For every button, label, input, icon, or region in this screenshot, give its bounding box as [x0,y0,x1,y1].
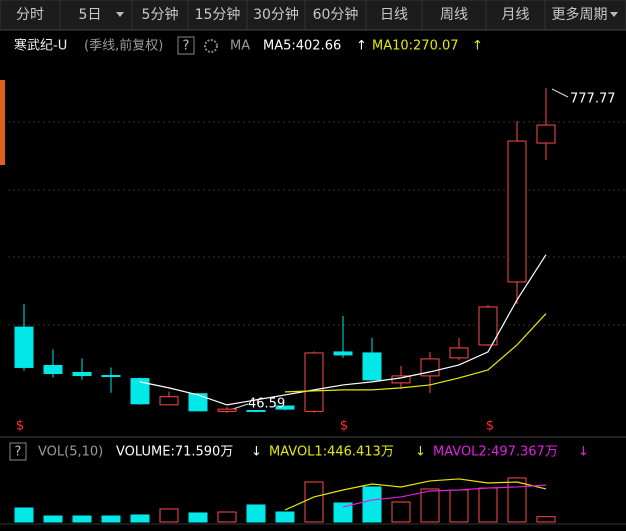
low-annotation: 46.59 [248,397,285,412]
tab[interactable] [0,0,61,31]
volume-bar [101,515,121,523]
volume-bar [246,504,266,523]
side-marker [0,80,5,165]
volume-bar [362,486,382,523]
volume-bar [333,502,353,523]
mavol1-legend: MAVOL1:446.413万 [269,445,394,460]
volume-bar [217,511,237,523]
tab-label[interactable]: 5日 [79,7,102,23]
help-box[interactable] [9,442,27,461]
volume-bar [449,489,469,523]
volume-bar [72,515,92,523]
candle-body [246,409,266,412]
arrow-up: ↑ [472,39,483,54]
ma10-legend: MA10:270.07 [372,39,459,54]
volume-bar [304,481,324,523]
tab-label[interactable]: 周线 [440,7,468,23]
grid [8,121,626,326]
stock-name: 寒武纪-U [14,38,67,54]
mode: (季线,前复权) [84,38,163,54]
high-annotation: 777.77 [570,92,616,107]
volume-bar [14,507,34,523]
tab-bar: 分时 5日 5分钟 15分钟 30分钟 60分钟 日线 周线 月线 更多周期 [0,0,626,31]
tab-label[interactable]: 60分钟 [313,6,359,23]
volume-bar [536,516,556,523]
arrow-down: ↓ [251,445,262,460]
arrow-down: ↓ [578,445,589,460]
dropdown-icon [610,12,618,17]
tab-label[interactable]: 15分钟 [195,6,241,23]
volume-bar [130,514,150,523]
volume-bar [43,515,63,523]
tab-label[interactable]: 更多周期 [552,6,608,23]
candle-body [14,326,34,368]
candle-body [275,405,295,410]
help[interactable]: ? [15,445,22,460]
candle-body [536,124,556,144]
candle-body [43,364,63,375]
tab-label[interactable]: 月线 [502,7,530,23]
tab[interactable] [304,0,367,31]
volume-bar [275,511,295,523]
tab[interactable] [421,0,487,31]
ma10-line [284,313,547,393]
indicator: MA [230,39,250,54]
candle-body [333,351,353,356]
event-icon[interactable]: $ [340,419,348,434]
tab[interactable] [485,0,546,31]
candle-body [449,347,469,359]
volume-bar [478,487,498,523]
tab[interactable] [131,0,189,31]
candle-body [507,140,527,283]
event-icon[interactable]: $ [16,419,24,434]
ma5-legend: MA5:402.66 [263,39,341,54]
arrow-up: ↑ [356,39,367,54]
candle-body [217,408,237,412]
annotation-arrow [551,88,569,98]
event-icon[interactable]: $ [486,419,494,434]
help[interactable]: ? [183,39,190,54]
candle-body [304,352,324,412]
volume-legend: VOLUME:71.590万 [116,445,233,460]
candle-body [362,352,382,381]
tab[interactable] [365,0,423,31]
tab-label[interactable]: 5分钟 [142,6,179,23]
volume-bar [507,477,527,523]
tab-label[interactable]: 分时 [16,7,44,23]
event-markers: $ $ $ [16,419,494,434]
candle-body [101,375,121,378]
help-box[interactable] [177,36,195,55]
plot: 777.77 46.59 [14,88,616,523]
dropdown-icon [116,12,124,17]
settings-icon[interactable] [204,39,218,53]
ma5-line [139,254,547,406]
tab-label[interactable]: 日线 [380,7,408,23]
volume-bar [188,512,208,523]
arrow-down: ↓ [415,445,426,460]
candle-body [72,372,92,377]
candle-body [188,393,208,412]
volume-bar [420,488,440,523]
tab-label[interactable]: 30分钟 [253,6,299,23]
tab[interactable] [187,0,248,31]
mavol1-line [284,478,547,511]
indicator: VOL(5,10) [38,445,103,460]
candle-body [478,306,498,346]
candle-body [159,396,179,406]
candle-body [130,378,150,405]
mavol2-line [342,484,547,508]
volume-bar [159,508,179,523]
volume-bar [391,501,411,523]
mavol2-legend: MAVOL2:497.367万 [433,445,558,460]
candle-body [420,358,440,377]
